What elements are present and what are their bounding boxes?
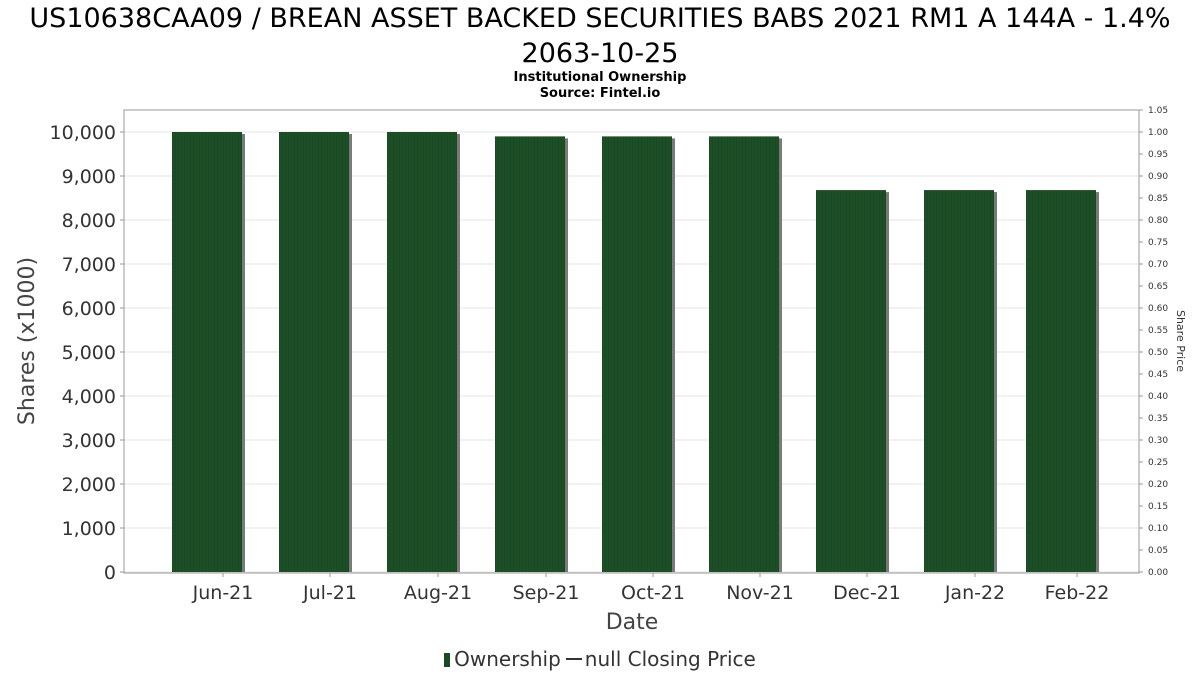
y-tick-label: 3,000 [62, 430, 116, 452]
y-tick-label: 8,000 [62, 210, 116, 232]
y-tick-label: 5,000 [62, 342, 116, 364]
bar-layer [172, 132, 1099, 572]
chart-legend: Ownership null Closing Price [0, 647, 1200, 671]
y-tick-label: 1,000 [62, 518, 116, 540]
y-tick-label: 7,000 [62, 254, 116, 276]
y-tick-label: 10,000 [50, 122, 116, 144]
x-tick-label: Feb-22 [1045, 582, 1110, 604]
secondary-y-axis-label: Share Price [1174, 310, 1187, 372]
legend-item-ownership: Ownership [454, 647, 561, 671]
y2-tick-label: 0.60 [1148, 304, 1168, 314]
y2-tick-label: 0.30 [1148, 436, 1168, 446]
y2-tick-label: 0.90 [1148, 172, 1168, 182]
y2-tick-label: 0.15 [1148, 502, 1168, 512]
y-tick-label: 0 [104, 562, 116, 584]
chart-title-block: US10638CAA09 / BREAN ASSET BACKED SECURI… [0, 0, 1200, 102]
x-tick-label: Sep-21 [513, 582, 580, 604]
chart-subtitle: Institutional Ownership [513, 70, 687, 85]
y-axis: 0 1,000 2,000 3,000 4,000 5,000 6,000 7,000 8,00… [50, 122, 124, 584]
y2-tick-label: 0.25 [1148, 458, 1168, 468]
x-tick-label: Dec-21 [833, 582, 901, 604]
secondary-y-axis: 0.00 0.05 0.10 0.15 0.20 0.25 0.30 0.35 0.40 0.45… [1139, 106, 1168, 578]
plot-frame [123, 109, 1140, 574]
closing-price-legend-line [565, 658, 582, 660]
x-tick-label: Nov-21 [726, 582, 794, 604]
y-tick-label: 2,000 [62, 474, 116, 496]
chart-title-line1: US10638CAA09 / BREAN ASSET BACKED SECURI… [29, 3, 1171, 34]
y2-tick-label: 1.05 [1148, 106, 1168, 116]
y2-tick-label: 0.00 [1148, 568, 1168, 578]
ownership-legend-swatch [444, 653, 451, 667]
y2-tick-label: 0.10 [1148, 524, 1168, 534]
y2-tick-label: 0.95 [1148, 150, 1168, 160]
y2-tick-label: 0.85 [1148, 194, 1168, 204]
y-tick-label: 4,000 [62, 386, 116, 408]
y2-tick-label: 0.45 [1148, 370, 1168, 380]
x-tick-label: Jan-22 [944, 582, 1005, 604]
y2-tick-label: 0.70 [1148, 260, 1168, 270]
y-axis-label: Shares (x1000) [15, 257, 40, 425]
x-axis: Jun-21 Jul-21 Aug-21 Sep-21 Oct-21 Nov-21 Dec-… [192, 573, 1110, 604]
legend-item-closing-price: null Closing Price [584, 647, 756, 671]
y2-tick-label: 0.80 [1148, 216, 1168, 226]
chart-source: Source: Fintel.io [539, 86, 661, 101]
x-axis-label: Date [606, 610, 659, 635]
y-tick-label: 6,000 [62, 298, 116, 320]
chart-title-line2: 2063-10-25 [521, 38, 679, 69]
y2-tick-label: 0.35 [1148, 414, 1168, 424]
y2-tick-label: 0.05 [1148, 546, 1168, 556]
x-tick-label: Aug-21 [404, 582, 472, 604]
y2-tick-label: 1.00 [1148, 128, 1168, 138]
y2-tick-label: 0.50 [1148, 348, 1168, 358]
x-tick-label: Oct-21 [621, 582, 685, 604]
y2-tick-label: 0.20 [1148, 480, 1168, 490]
y2-tick-label: 0.65 [1148, 282, 1168, 292]
y2-tick-label: 0.40 [1148, 392, 1168, 402]
x-tick-label: Jul-21 [302, 582, 357, 604]
y2-tick-label: 0.55 [1148, 326, 1168, 336]
y-tick-label: 9,000 [62, 166, 116, 188]
y2-tick-label: 0.75 [1148, 238, 1168, 248]
x-tick-label: Jun-21 [192, 582, 254, 604]
